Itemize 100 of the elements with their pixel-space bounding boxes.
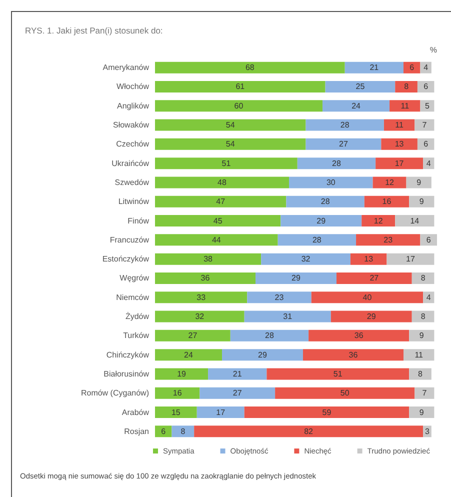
- data-label: 8: [420, 312, 426, 322]
- bar: [155, 158, 298, 170]
- data-label: 36: [354, 331, 364, 340]
- y-tick-label: Chińczyków: [106, 350, 150, 360]
- bar: [155, 80, 326, 92]
- bar: [420, 62, 432, 74]
- bar: [155, 62, 345, 74]
- data-label: 6: [424, 82, 429, 92]
- data-label: 31: [283, 312, 293, 322]
- data-label: 23: [274, 292, 284, 302]
- data-label: 54: [226, 120, 236, 130]
- bar: [155, 100, 323, 112]
- bar: [364, 196, 410, 208]
- data-label: 11: [400, 101, 410, 110]
- bar: [395, 215, 434, 227]
- data-label: 7: [422, 388, 428, 398]
- data-label: 36: [348, 350, 358, 360]
- bar: [330, 310, 412, 322]
- y-tick-label: Niemców: [116, 292, 150, 302]
- chart-title: RYS. 1. Jaki jest Pan(i) stosunek do:: [25, 26, 163, 36]
- bar: [244, 310, 331, 322]
- data-label: 48: [218, 178, 228, 187]
- y-tick-label: Amerykanów: [102, 63, 150, 72]
- data-label: 29: [258, 350, 268, 360]
- bar: [155, 349, 222, 361]
- bar: [194, 426, 424, 438]
- bar: [386, 253, 434, 265]
- bar: [381, 138, 418, 150]
- data-label: 23: [384, 235, 394, 244]
- data-label: 32: [301, 254, 311, 264]
- data-label: 27: [339, 140, 348, 149]
- bar: [155, 176, 290, 188]
- bar: [155, 253, 262, 265]
- data-label: 6: [161, 426, 166, 436]
- bar: [412, 272, 434, 284]
- y-tick-label: Węgrów: [120, 274, 150, 283]
- bar: [286, 196, 364, 208]
- data-label: 32: [195, 312, 205, 322]
- bar: [155, 330, 230, 342]
- bar: [350, 253, 387, 265]
- bar: [390, 100, 420, 112]
- bar: [412, 310, 434, 322]
- bar: [406, 176, 432, 188]
- bar: [172, 426, 194, 438]
- data-label: 17: [394, 158, 404, 168]
- bar: [311, 292, 424, 304]
- bar: [306, 119, 384, 131]
- bar: [420, 100, 434, 112]
- data-label: 28: [320, 197, 330, 206]
- data-label: 44: [212, 235, 222, 244]
- data-label: 17: [406, 254, 416, 264]
- data-label: 4: [424, 63, 429, 72]
- data-label: 5: [425, 101, 430, 110]
- data-label: 27: [370, 274, 380, 283]
- bar: [372, 176, 406, 188]
- y-tick-label: Żydów: [125, 312, 150, 322]
- bar: [155, 387, 200, 399]
- bar: [356, 234, 420, 246]
- data-label: 68: [245, 63, 255, 72]
- bar: [261, 253, 350, 265]
- bar: [297, 158, 376, 170]
- bar: [155, 292, 248, 304]
- bar: [289, 176, 373, 188]
- data-label: 12: [374, 216, 384, 226]
- data-label: 8: [180, 426, 186, 436]
- data-label: 29: [366, 312, 376, 322]
- bar: [155, 119, 306, 131]
- bar: [200, 387, 276, 399]
- data-label: 14: [410, 216, 420, 226]
- data-label: 40: [362, 292, 372, 302]
- data-label: 9: [419, 331, 424, 340]
- bar: [322, 100, 390, 112]
- data-label: 33: [196, 292, 206, 302]
- y-tick-label: Czechów: [116, 140, 150, 149]
- bar: [278, 234, 356, 246]
- bar: [155, 368, 208, 380]
- data-label: 45: [213, 216, 223, 226]
- data-label: 28: [332, 158, 342, 168]
- bar: [384, 119, 415, 131]
- bar: [414, 119, 434, 131]
- data-label: 27: [188, 331, 198, 340]
- data-label: 7: [422, 120, 428, 130]
- bar: [362, 215, 396, 227]
- data-label: 21: [232, 369, 242, 378]
- x-axis-title: %: [430, 46, 437, 54]
- bar: [155, 215, 281, 227]
- data-label: 6: [426, 235, 432, 244]
- bar: [155, 196, 286, 208]
- data-label: 19: [177, 369, 187, 378]
- bar: [403, 349, 434, 361]
- data-label: 24: [352, 101, 362, 110]
- bar: [230, 330, 309, 342]
- data-label: 9: [419, 408, 424, 417]
- y-tick-label: Ukraińców: [112, 158, 150, 168]
- data-label: 60: [234, 101, 244, 110]
- data-label: 8: [418, 369, 424, 378]
- data-label: 9: [416, 178, 422, 187]
- y-tick-label: Szwedów: [114, 178, 150, 187]
- data-label: 3: [425, 426, 430, 436]
- bar: [155, 234, 278, 246]
